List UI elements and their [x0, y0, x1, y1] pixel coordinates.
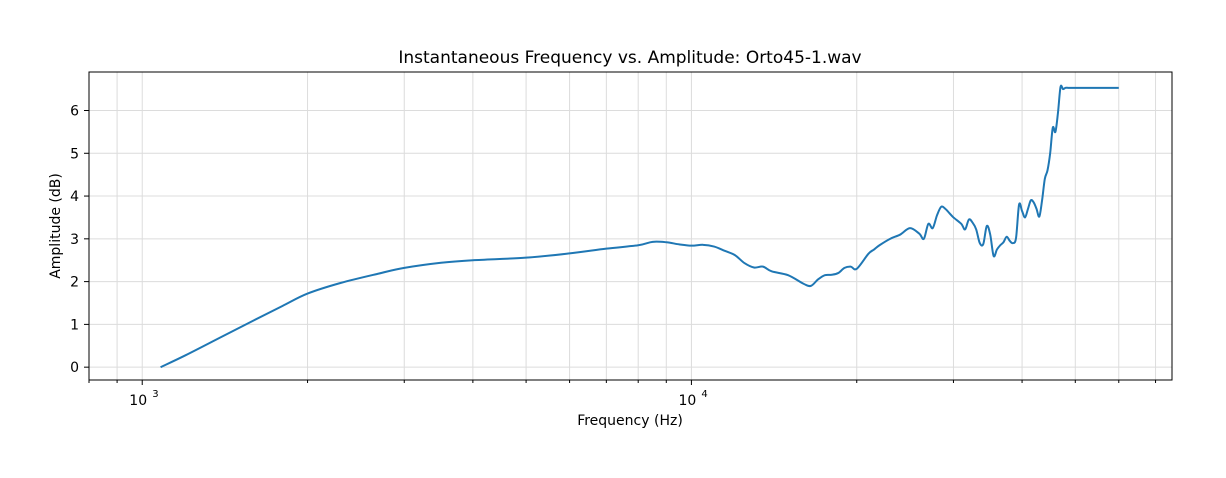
grid: [88, 72, 1172, 380]
series-layer: [160, 84, 1119, 369]
y-tick-label: 4: [70, 189, 79, 205]
chart-title: Instantaneous Frequency vs. Amplitude: O…: [398, 48, 861, 68]
y-axis-ticks: 0 1 2 3 4 5 6: [70, 104, 89, 376]
y-tick-label: 1: [70, 317, 79, 333]
series-line: [160, 84, 1119, 369]
y-axis-label: Amplitude (dB): [48, 173, 64, 279]
x-tick-label: 10: [679, 393, 697, 409]
y-tick-label: 2: [70, 275, 79, 291]
y-tick-label: 3: [70, 232, 79, 248]
y-tick-label: 5: [70, 146, 79, 162]
x-tick-label-exponent: 3: [152, 389, 158, 400]
x-axis-label: Frequency (Hz): [577, 413, 683, 429]
y-tick-label: 0: [70, 360, 79, 376]
x-tick-label: 10: [129, 393, 147, 409]
y-tick-label: 6: [70, 104, 79, 120]
x-axis-ticks: 10 3 10 4: [88, 380, 1157, 409]
plot-frame: [88, 71, 1173, 381]
x-tick-label-exponent: 4: [701, 389, 707, 400]
